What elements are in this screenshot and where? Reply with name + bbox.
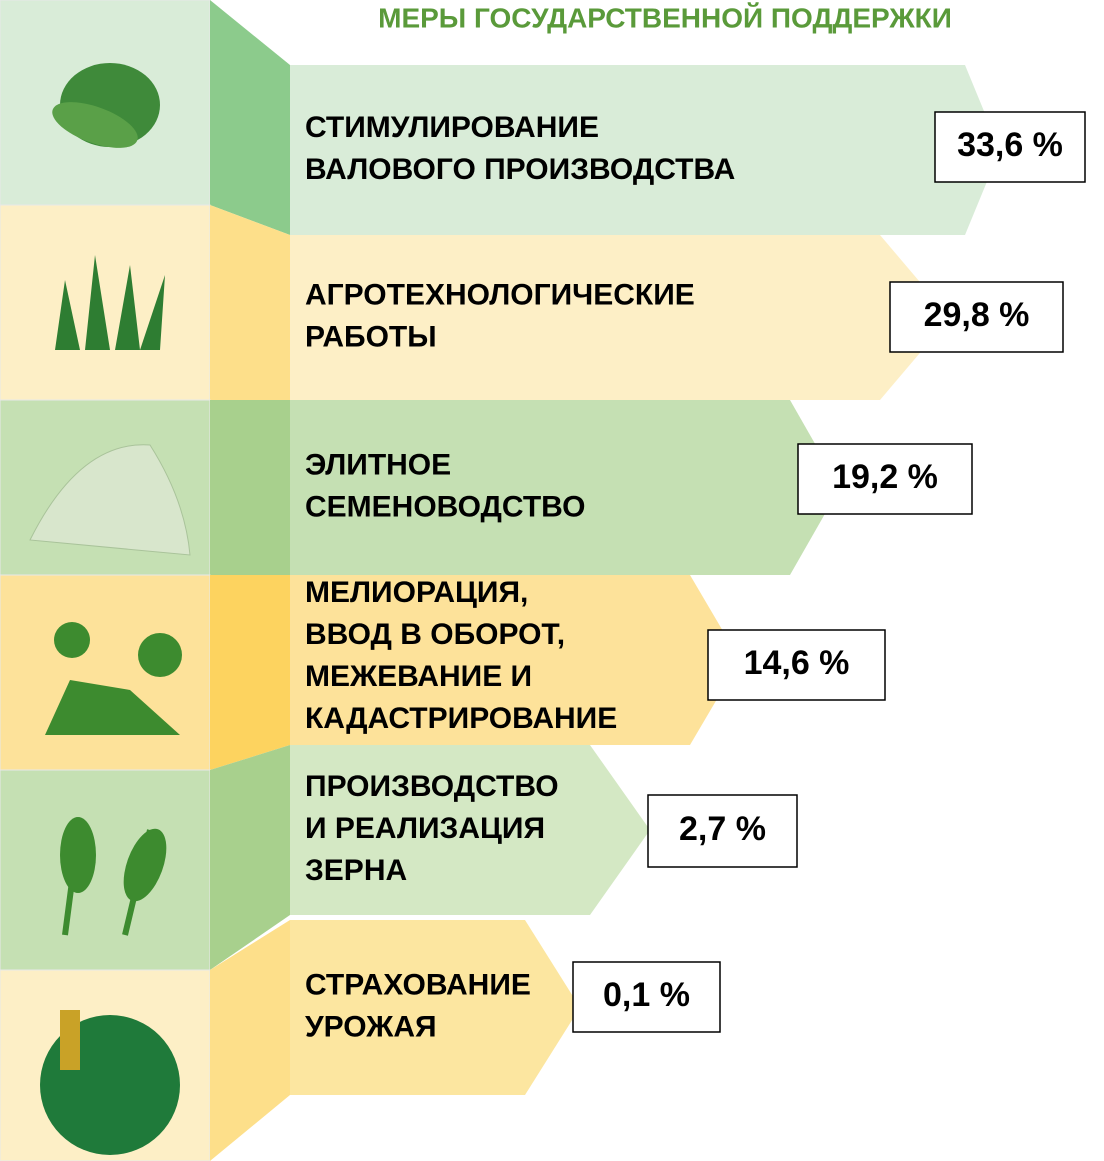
item-label: ВВОД В ОБОРОТ,: [305, 618, 565, 651]
bevel: [210, 0, 290, 235]
value-label: 14,6 %: [744, 644, 850, 682]
icon-sun: [54, 622, 90, 658]
value-label: 2,7 %: [679, 810, 766, 848]
icon-box: [0, 205, 210, 400]
item-label: ЭЛИТНОЕ: [305, 448, 451, 481]
value-label: 19,2 %: [832, 458, 938, 496]
item-label: СЕМЕНОВОДСТВО: [305, 490, 585, 523]
icon-logo-ear: [60, 1010, 80, 1070]
item-label: ЗЕРНА: [305, 854, 407, 887]
item-label: СТИМУЛИРОВАНИЕ: [305, 111, 599, 144]
item-label: ВАЛОВОГО ПРОИЗВОДСТВА: [305, 153, 735, 186]
infographic: МЕРЫ ГОСУДАРСТВЕННОЙ ПОДДЕРЖКИ СТИМУЛИРО…: [0, 0, 1104, 1161]
banner: [290, 235, 950, 400]
value-label: 33,6 %: [957, 126, 1063, 164]
item-label: МЕЛИОРАЦИЯ,: [305, 576, 528, 609]
bevel: [210, 205, 290, 400]
banner: [290, 920, 580, 1095]
bevel: [210, 400, 290, 575]
item-label: КАДАСТРИРОВАНИЕ: [305, 702, 617, 735]
bevel: [210, 575, 290, 770]
icon-wheat-ear: [60, 817, 96, 893]
icon-box: [0, 575, 210, 770]
banner: [290, 65, 1000, 235]
value-label: 29,8 %: [924, 296, 1030, 334]
banner: [290, 400, 840, 575]
item-label: АГРОТЕХНОЛОГИЧЕСКИЕ: [305, 278, 695, 311]
item-label: РАБОТЫ: [305, 320, 437, 353]
icon-tree: [138, 633, 182, 677]
item-label: МЕЖЕВАНИЕ И: [305, 660, 532, 693]
icon-box: [0, 770, 210, 970]
item-label: ПРОИЗВОДСТВО: [305, 770, 559, 803]
item-label: СТРАХОВАНИЕ: [305, 968, 531, 1001]
value-label: 0,1 %: [603, 976, 690, 1014]
title: МЕРЫ ГОСУДАРСТВЕННОЙ ПОДДЕРЖКИ: [378, 1, 952, 33]
item-label: УРОЖАЯ: [305, 1010, 437, 1043]
item-label: И РЕАЛИЗАЦИЯ: [305, 812, 545, 845]
